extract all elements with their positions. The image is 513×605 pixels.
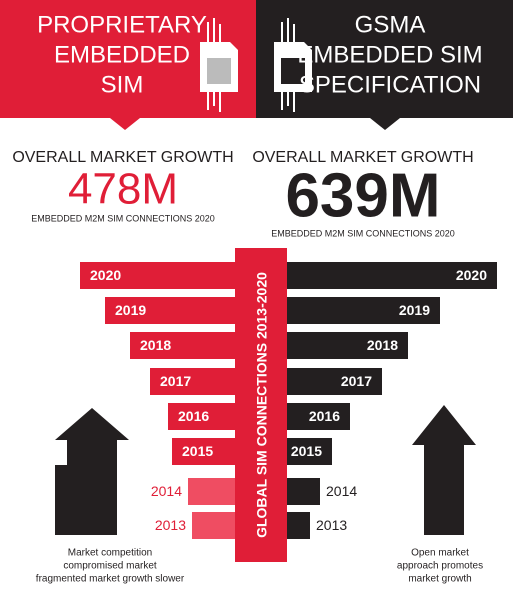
growth-caption: EMBEDDED M2M SIM CONNECTIONS 2020 — [271, 228, 455, 238]
growth-label: OVERALL MARKET GROWTH — [252, 149, 473, 166]
left-bar — [80, 262, 235, 289]
year-label: 2014 — [326, 483, 357, 499]
left-arrow — [55, 408, 129, 535]
year-label: 2013 — [316, 517, 347, 533]
year-label: 2019 — [115, 302, 146, 318]
year-label: 2015 — [291, 443, 322, 459]
year-label: 2020 — [90, 267, 121, 283]
year-label: 2018 — [367, 337, 398, 353]
header-title: EMBEDDED SIM — [297, 41, 482, 68]
right-bar — [287, 297, 440, 324]
left-sim-icon — [200, 18, 238, 112]
center-bar — [235, 248, 287, 562]
note: fragmented market growth slower — [36, 574, 185, 585]
year-label: 2013 — [155, 517, 186, 533]
year-label: 2016 — [178, 408, 209, 424]
note: approach promotes — [397, 561, 483, 572]
left-bar — [105, 297, 235, 324]
right-pointer — [370, 118, 400, 130]
growth-caption: EMBEDDED M2M SIM CONNECTIONS 2020 — [31, 213, 215, 223]
year-label: 2014 — [151, 483, 182, 499]
right-bar — [287, 403, 350, 430]
year-label: 2018 — [140, 337, 171, 353]
left-bar — [188, 478, 235, 505]
center-label: GLOBAL SIM CONNECTIONS 2013-2020 — [254, 272, 270, 538]
note: Market competition — [68, 548, 152, 559]
header-title: SPECIFICATION — [299, 71, 481, 98]
header-title: EMBEDDED — [54, 41, 190, 68]
year-label: 2019 — [399, 302, 430, 318]
growth-figure: 478M — [68, 165, 178, 214]
year-label: 2020 — [456, 267, 487, 283]
left-pointer — [110, 118, 140, 130]
year-label: 2017 — [160, 373, 191, 389]
right-bar — [287, 478, 320, 505]
note: compromised market — [63, 561, 157, 572]
header-title: SIM — [101, 71, 144, 98]
right-bar — [287, 262, 497, 289]
right-bar — [287, 332, 408, 359]
growth-figure: 639M — [285, 161, 440, 230]
year-label: 2015 — [182, 443, 213, 459]
left-bar — [168, 403, 235, 430]
year-label: 2017 — [341, 373, 372, 389]
right-bar — [287, 368, 382, 395]
growth-label: OVERALL MARKET GROWTH — [12, 149, 233, 166]
header-title: PROPRIETARY — [37, 11, 207, 38]
note: market growth — [408, 574, 471, 585]
year-label: 2016 — [309, 408, 340, 424]
right-bar — [287, 512, 310, 539]
note: Open market — [411, 548, 469, 559]
right-arrow — [412, 405, 476, 535]
header-title: GSMA — [355, 11, 426, 38]
left-bar — [192, 512, 235, 539]
right-sim-icon — [274, 18, 312, 112]
left-bar — [130, 332, 235, 359]
right-bar — [287, 438, 332, 465]
left-bar — [150, 368, 235, 395]
left-bar — [172, 438, 235, 465]
